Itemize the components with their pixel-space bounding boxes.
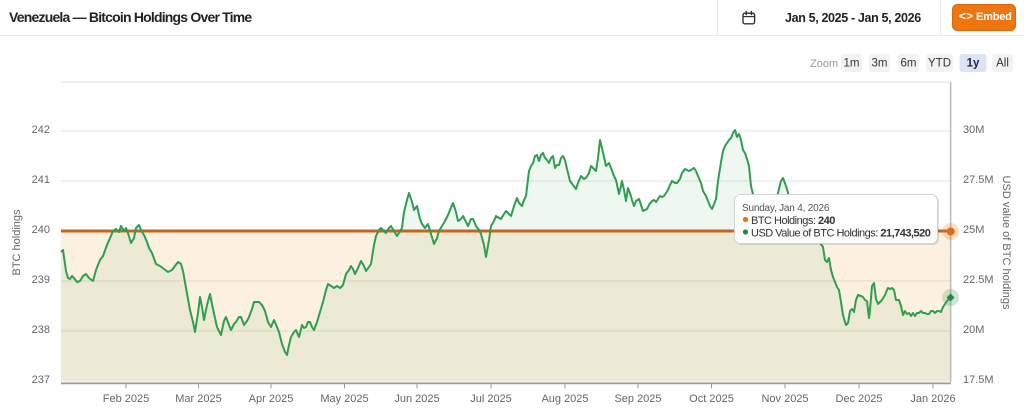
svg-text:Apr 2025: Apr 2025 bbox=[249, 393, 294, 405]
svg-text:Nov 2025: Nov 2025 bbox=[761, 393, 808, 405]
svg-text:22.5M: 22.5M bbox=[963, 274, 994, 286]
svg-text:BTC holdings: BTC holdings bbox=[11, 209, 23, 276]
svg-text:Jun 2025: Jun 2025 bbox=[394, 393, 439, 405]
svg-text:Sep 2025: Sep 2025 bbox=[614, 393, 661, 405]
svg-text:238: 238 bbox=[32, 324, 50, 336]
svg-text:Zoom: Zoom bbox=[810, 58, 838, 70]
svg-text:20M: 20M bbox=[963, 324, 984, 336]
svg-text:USD Value of BTC Holdings: 21,: USD Value of BTC Holdings: 21,743,520 bbox=[751, 228, 931, 240]
svg-text:3m: 3m bbox=[872, 58, 888, 70]
svg-text:27.5M: 27.5M bbox=[963, 174, 994, 186]
svg-text:30M: 30M bbox=[963, 124, 984, 136]
svg-text:240: 240 bbox=[32, 224, 50, 236]
svg-text:Oct 2025: Oct 2025 bbox=[689, 393, 734, 405]
svg-text:Jul 2025: Jul 2025 bbox=[470, 393, 512, 405]
svg-text:USD value of BTC holdings: USD value of BTC holdings bbox=[1000, 176, 1012, 310]
svg-text:17.5M: 17.5M bbox=[963, 374, 994, 386]
svg-text:BTC Holdings: 240: BTC Holdings: 240 bbox=[751, 215, 835, 227]
svg-text:Jan 2026: Jan 2026 bbox=[910, 393, 955, 405]
svg-text:1m: 1m bbox=[844, 58, 860, 70]
svg-text:241: 241 bbox=[32, 174, 50, 186]
svg-text:25M: 25M bbox=[963, 224, 984, 236]
svg-text:1y: 1y bbox=[967, 58, 980, 70]
svg-text:May 2025: May 2025 bbox=[320, 393, 368, 405]
svg-text:All: All bbox=[996, 58, 1009, 70]
svg-text:Dec 2025: Dec 2025 bbox=[835, 393, 882, 405]
svg-text:239: 239 bbox=[32, 274, 50, 286]
svg-text:Sunday, Jan 4, 2026: Sunday, Jan 4, 2026 bbox=[742, 203, 830, 214]
svg-text:Mar 2025: Mar 2025 bbox=[175, 393, 221, 405]
svg-text:Aug 2025: Aug 2025 bbox=[541, 393, 588, 405]
svg-text:6m: 6m bbox=[901, 58, 917, 70]
svg-text:Feb 2025: Feb 2025 bbox=[103, 393, 149, 405]
svg-text:YTD: YTD bbox=[928, 58, 951, 70]
svg-text:242: 242 bbox=[32, 124, 50, 136]
svg-text:237: 237 bbox=[32, 374, 50, 386]
